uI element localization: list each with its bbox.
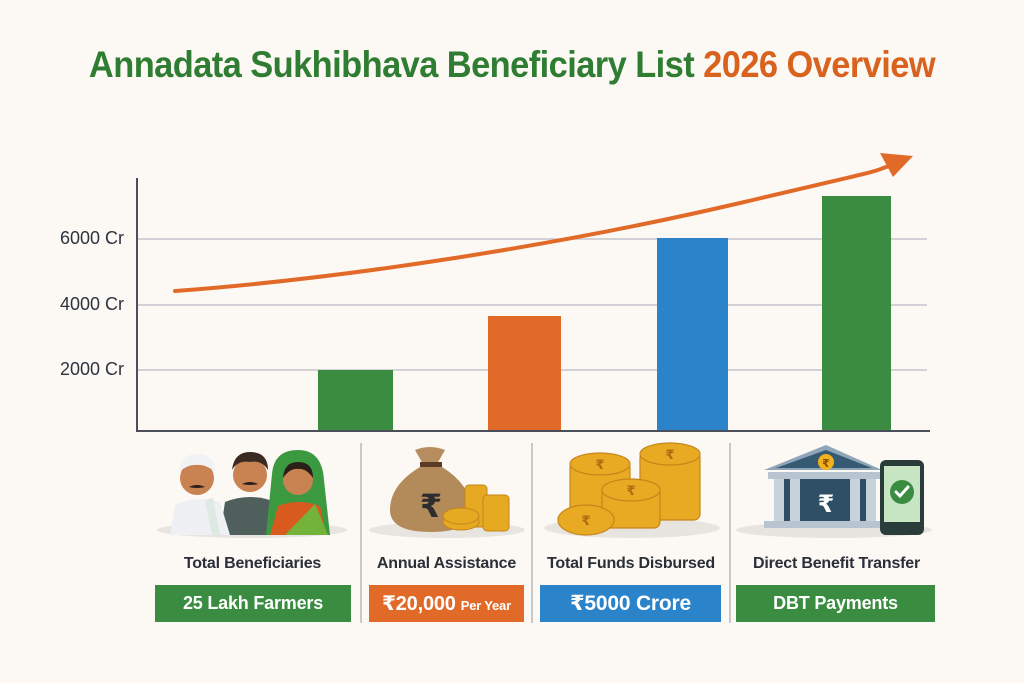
value-badge: 25 Lakh Farmers <box>155 585 351 622</box>
bar-chart <box>136 153 930 432</box>
bank-phone-check-icon: ₹ ₹ <box>736 445 932 538</box>
bar-total-beneficiaries <box>318 370 393 431</box>
svg-text:₹: ₹ <box>822 457 830 470</box>
panel-divider <box>360 443 362 623</box>
panel-label: Total Beneficiaries <box>183 555 322 572</box>
bar-total-funds <box>657 238 728 431</box>
svg-text:₹: ₹ <box>665 448 674 463</box>
y-tick-4000: 4000 Cr <box>60 294 125 314</box>
bars <box>318 196 891 431</box>
panel-divider <box>729 443 731 623</box>
title-orange-part: 2026 Overview <box>703 44 936 85</box>
panel-label: Annual Assistance <box>376 555 517 572</box>
value-badge: DBT Payments <box>736 585 935 622</box>
farmers-group-icon <box>157 450 347 538</box>
panel-divider <box>531 443 533 623</box>
svg-text:₹: ₹ <box>581 514 590 529</box>
bar-dbt <box>822 196 891 431</box>
bar-annual-assistance <box>488 316 561 431</box>
svg-text:₹: ₹ <box>595 458 604 473</box>
axes <box>136 178 930 432</box>
svg-text:₹: ₹ <box>626 484 635 499</box>
trend-arrow-icon <box>173 153 913 293</box>
panel-label: Direct Benefit Transfer <box>752 555 920 572</box>
value-badge: ₹20,000 Per Year <box>369 585 524 622</box>
value-badge: ₹5000 Crore <box>540 585 721 622</box>
svg-text:₹: ₹ <box>818 490 835 518</box>
y-tick-6000: 6000 Cr <box>60 228 125 248</box>
coin-stacks-icon: ₹ ₹ ₹ ₹ <box>544 442 720 538</box>
svg-text:₹: ₹ <box>420 487 442 525</box>
stat-panel-funds-disbursed: ₹ ₹ ₹ ₹ Total Funds Disbursed ₹5000 Crore <box>536 440 726 630</box>
y-tick-2000: 2000 Cr <box>60 359 125 379</box>
stat-panel-beneficiaries: Total Beneficiaries 25 Lakh Farmers <box>150 440 355 630</box>
page-title: Annadata Sukhibhava Beneficiary List 202… <box>36 44 988 86</box>
panel-label: Total Funds Disbursed <box>547 555 715 572</box>
stat-panel-annual-assistance: ₹ Annual Assistance ₹20,000 Per Year <box>365 440 528 630</box>
money-bag-coins-icon: ₹ <box>369 447 525 538</box>
title-green-part: Annadata Sukhibhava Beneficiary List <box>88 44 695 85</box>
stat-panel-dbt: ₹ ₹ Direct Benefit Transfer DBT Payments <box>734 440 939 630</box>
